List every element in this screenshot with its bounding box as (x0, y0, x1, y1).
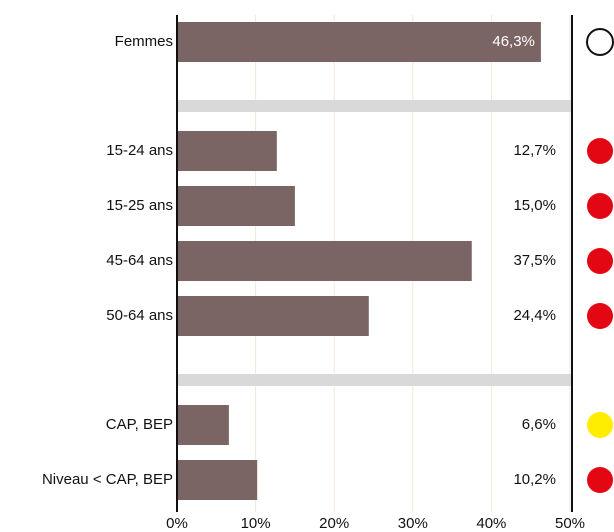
x-tick-label: 40% (476, 515, 506, 532)
category-label: 45-64 ans (106, 252, 173, 269)
value-label: 12,7% (513, 142, 556, 159)
x-tick-label: 20% (319, 515, 349, 532)
value-label: 46,3% (492, 33, 535, 50)
category-label: Femmes (115, 33, 173, 50)
x-tick-label: 10% (241, 515, 271, 532)
marker (586, 28, 614, 56)
category-label: 15-24 ans (106, 142, 173, 159)
bar (177, 22, 541, 62)
bar (177, 186, 295, 226)
marker (587, 248, 613, 274)
separator (177, 374, 572, 386)
bar (177, 405, 229, 445)
marker (587, 193, 613, 219)
value-label: 37,5% (513, 252, 556, 269)
bar (177, 241, 472, 281)
marker (587, 138, 613, 164)
separator (177, 100, 572, 112)
value-label: 6,6% (522, 416, 556, 433)
marker (587, 467, 613, 493)
category-label: 50-64 ans (106, 307, 173, 324)
marker (587, 412, 613, 438)
bar (177, 296, 369, 336)
marker (587, 303, 613, 329)
bar (177, 460, 258, 500)
category-label: CAP, BEP (106, 416, 173, 433)
x-tick-label: 0% (166, 515, 188, 532)
x-tick-label: 30% (398, 515, 428, 532)
value-label: 15,0% (513, 197, 556, 214)
category-label: 15-25 ans (106, 197, 173, 214)
value-label: 10,2% (513, 471, 556, 488)
value-label: 24,4% (513, 307, 556, 324)
category-label: Niveau < CAP, BEP (42, 471, 173, 488)
x-tick-label: 50% (555, 515, 585, 532)
bar (177, 131, 277, 171)
